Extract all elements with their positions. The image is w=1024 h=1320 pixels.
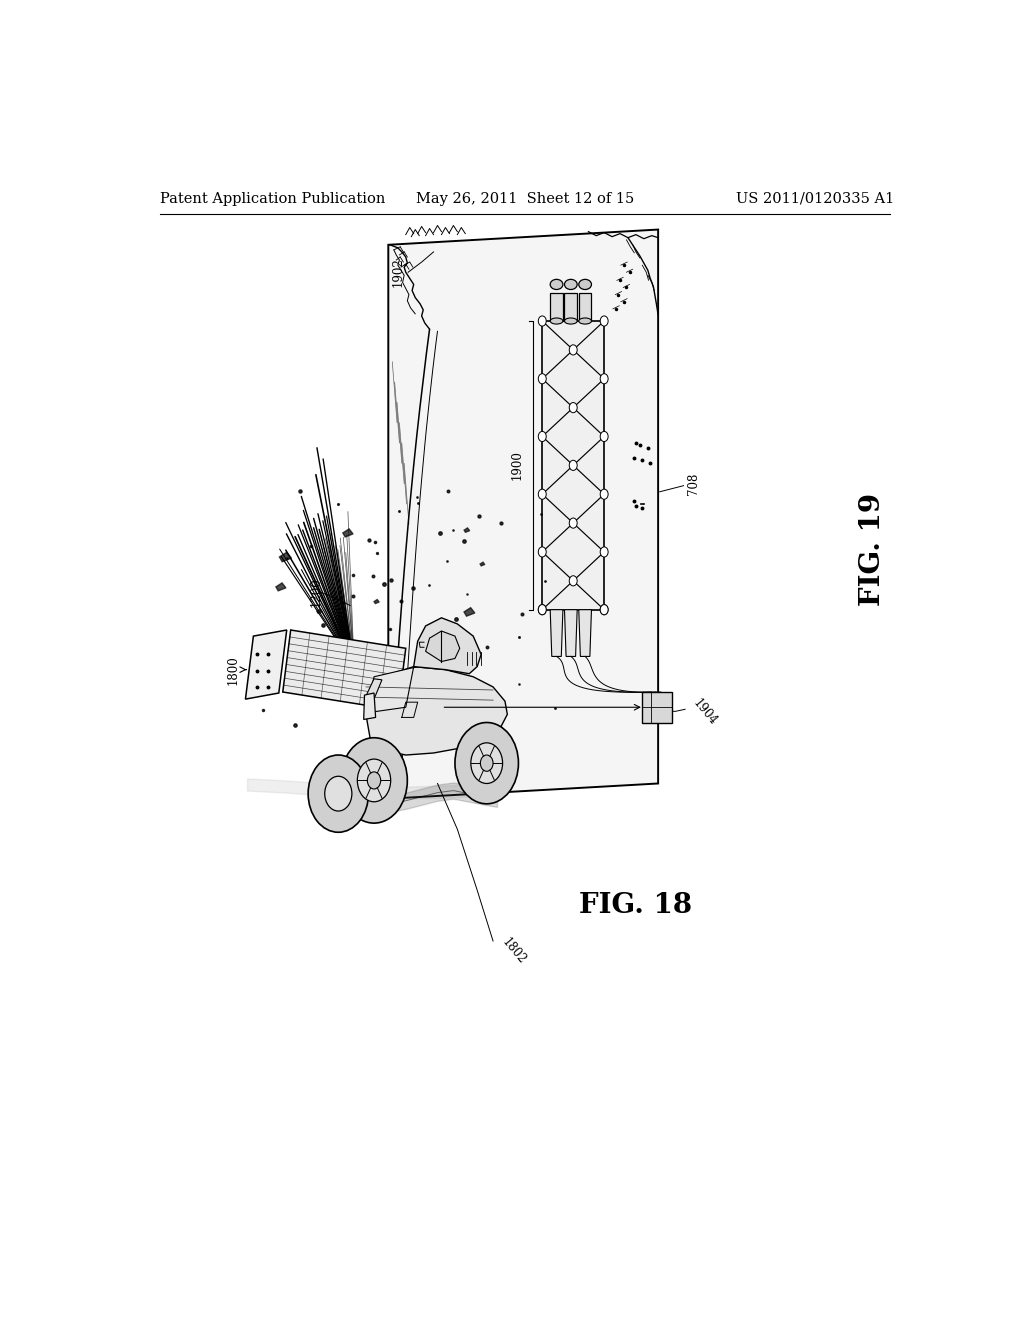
Text: FIG. 18: FIG. 18 <box>580 892 692 919</box>
Polygon shape <box>579 610 592 656</box>
Polygon shape <box>384 656 393 663</box>
Polygon shape <box>283 630 406 710</box>
Circle shape <box>569 517 578 528</box>
Bar <box>564 293 578 321</box>
Text: Patent Application Publication: Patent Application Publication <box>160 191 385 206</box>
Text: 1200: 1200 <box>309 578 323 607</box>
Circle shape <box>539 432 546 442</box>
Polygon shape <box>343 529 353 537</box>
Circle shape <box>600 605 608 615</box>
Ellipse shape <box>579 318 592 325</box>
Text: 1902: 1902 <box>391 257 404 288</box>
Bar <box>579 293 592 321</box>
Circle shape <box>600 490 608 499</box>
Circle shape <box>308 755 369 833</box>
Ellipse shape <box>579 280 592 289</box>
Ellipse shape <box>550 318 563 325</box>
Text: May 26, 2011  Sheet 12 of 15: May 26, 2011 Sheet 12 of 15 <box>416 191 634 206</box>
Polygon shape <box>246 630 287 700</box>
Circle shape <box>368 772 381 789</box>
Polygon shape <box>316 609 323 614</box>
Text: FIG. 19: FIG. 19 <box>859 494 886 606</box>
Circle shape <box>600 432 608 442</box>
Polygon shape <box>388 230 658 799</box>
Polygon shape <box>414 618 481 673</box>
Polygon shape <box>550 610 563 656</box>
Circle shape <box>455 722 518 804</box>
Circle shape <box>539 490 546 499</box>
Polygon shape <box>275 583 286 591</box>
Circle shape <box>539 605 546 615</box>
Circle shape <box>569 576 578 586</box>
Circle shape <box>539 605 546 615</box>
Bar <box>543 321 604 610</box>
Polygon shape <box>480 562 484 566</box>
Circle shape <box>357 759 391 801</box>
Circle shape <box>600 374 608 384</box>
Polygon shape <box>464 607 475 616</box>
Text: 1904: 1904 <box>690 697 719 727</box>
Ellipse shape <box>550 280 563 289</box>
Circle shape <box>600 315 608 326</box>
Polygon shape <box>564 610 578 656</box>
Circle shape <box>539 546 546 557</box>
Polygon shape <box>365 678 382 715</box>
Polygon shape <box>367 667 507 755</box>
Polygon shape <box>374 599 379 603</box>
Circle shape <box>480 755 494 771</box>
Bar <box>550 293 563 321</box>
Polygon shape <box>367 667 418 715</box>
Ellipse shape <box>564 318 578 325</box>
Text: US 2011/0120335 A1: US 2011/0120335 A1 <box>735 191 894 206</box>
Polygon shape <box>280 552 292 562</box>
Ellipse shape <box>564 280 578 289</box>
Bar <box>642 692 673 722</box>
Polygon shape <box>364 693 376 719</box>
Circle shape <box>539 315 546 326</box>
Circle shape <box>600 605 608 615</box>
Text: 1800: 1800 <box>227 655 240 685</box>
Polygon shape <box>301 655 308 660</box>
Circle shape <box>341 738 408 824</box>
Text: 708: 708 <box>687 473 699 495</box>
Circle shape <box>600 546 608 557</box>
Circle shape <box>539 374 546 384</box>
Text: 1802: 1802 <box>500 936 528 966</box>
Polygon shape <box>426 631 460 661</box>
Circle shape <box>569 345 578 355</box>
Polygon shape <box>292 638 304 647</box>
Polygon shape <box>357 655 366 661</box>
Circle shape <box>569 403 578 413</box>
Text: 1900: 1900 <box>510 450 523 480</box>
Polygon shape <box>464 528 470 532</box>
Circle shape <box>471 743 503 784</box>
Circle shape <box>569 461 578 470</box>
Circle shape <box>325 776 352 810</box>
